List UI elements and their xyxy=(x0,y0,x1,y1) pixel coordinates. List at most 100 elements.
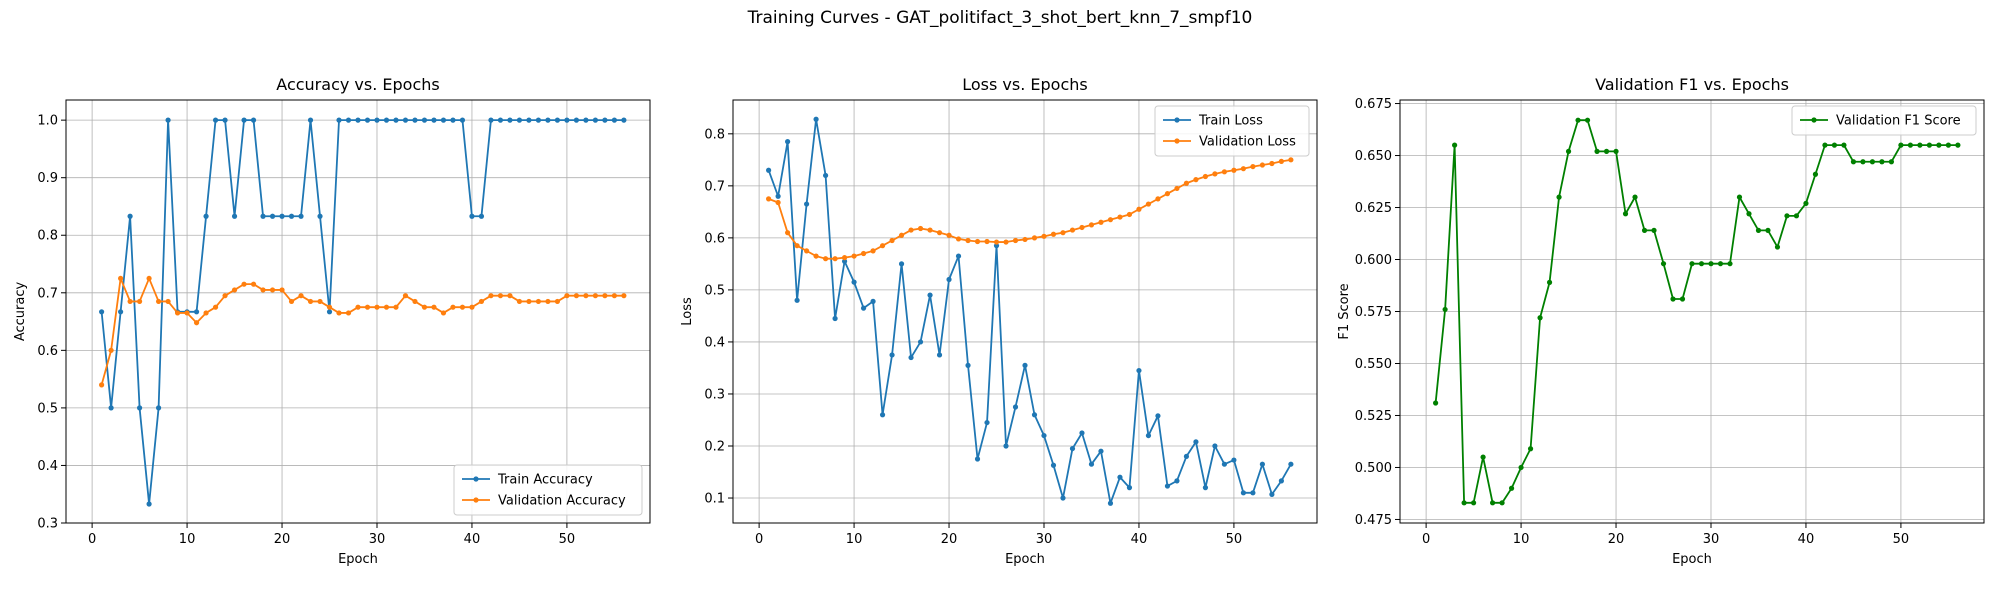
data-point xyxy=(421,304,428,310)
data-point xyxy=(1584,117,1591,123)
data-point xyxy=(984,238,990,245)
y-tick-label: 0.625 xyxy=(1355,201,1392,216)
data-point xyxy=(412,117,418,123)
data-point xyxy=(917,339,924,345)
data-point xyxy=(592,117,598,123)
data-point xyxy=(203,213,209,219)
x-tick-label: 20 xyxy=(1608,532,1625,547)
data-point xyxy=(450,304,456,310)
data-point xyxy=(936,230,943,236)
axes-frame xyxy=(732,99,1318,524)
data-point xyxy=(1069,227,1076,233)
data-point xyxy=(288,298,295,305)
data-point xyxy=(326,309,333,315)
data-point xyxy=(545,298,551,305)
data-point xyxy=(1812,171,1819,177)
data-point xyxy=(545,117,551,123)
data-point xyxy=(1660,261,1667,267)
chart-title: Loss vs. Epochs xyxy=(962,75,1087,94)
x-tick-label: 30 xyxy=(369,532,386,547)
data-point xyxy=(345,310,352,316)
y-axis-label: F1 Score xyxy=(1337,283,1352,339)
data-point xyxy=(1117,474,1123,480)
data-point xyxy=(1060,230,1066,236)
data-point xyxy=(879,243,886,249)
data-point xyxy=(803,201,810,207)
legend: Train Accuracy Validation Accuracy xyxy=(453,464,643,516)
data-point xyxy=(1698,261,1705,267)
data-point xyxy=(1746,211,1752,217)
data-point xyxy=(1012,237,1019,244)
data-point xyxy=(602,293,608,299)
data-point xyxy=(1155,196,1161,202)
chart-title: Accuracy vs. Epochs xyxy=(276,75,439,94)
y-axis-label: Accuracy xyxy=(13,282,28,342)
data-point xyxy=(621,117,627,123)
data-point xyxy=(516,298,523,305)
data-point xyxy=(269,287,276,293)
data-point xyxy=(118,275,124,282)
data-point xyxy=(1537,315,1543,321)
data-point xyxy=(1803,200,1809,206)
data-point xyxy=(1022,236,1028,243)
data-point xyxy=(1107,217,1114,223)
data-point xyxy=(431,117,437,123)
data-point xyxy=(822,256,829,262)
data-point xyxy=(1613,148,1619,154)
data-point xyxy=(260,213,266,219)
data-point xyxy=(269,213,276,219)
data-point xyxy=(317,298,323,305)
data-point xyxy=(1917,142,1923,148)
series-line xyxy=(100,277,624,386)
data-point xyxy=(1240,166,1247,172)
x-tick-label: 50 xyxy=(1893,532,1910,547)
data-point xyxy=(1041,233,1047,239)
data-point xyxy=(1869,159,1876,165)
data-point xyxy=(1164,483,1171,489)
data-point xyxy=(1269,160,1275,167)
chart-title: Validation F1 vs. Epochs xyxy=(1595,75,1789,94)
data-point xyxy=(488,117,494,123)
data-point xyxy=(1860,159,1866,165)
legend-label: Validation F1 Score xyxy=(1836,114,1961,129)
x-tick-label: 30 xyxy=(1036,532,1053,547)
data-point xyxy=(592,293,598,299)
data-point xyxy=(1945,142,1951,148)
data-point xyxy=(374,304,380,310)
data-point xyxy=(908,354,914,361)
data-point xyxy=(908,227,914,233)
data-point xyxy=(1793,213,1800,219)
data-point xyxy=(1850,159,1857,165)
data-point xyxy=(165,298,171,305)
x-tick-label: 10 xyxy=(1513,532,1530,547)
data-point xyxy=(564,293,570,299)
data-point xyxy=(478,213,485,219)
data-point xyxy=(155,405,162,411)
legend: Validation F1 Score xyxy=(1791,105,1977,136)
data-point xyxy=(1212,171,1218,177)
y-axis-label: Loss xyxy=(680,297,695,326)
data-point xyxy=(1879,159,1885,165)
data-point xyxy=(1212,443,1218,449)
legend-marker xyxy=(473,497,479,503)
data-point xyxy=(1079,430,1085,436)
data-point xyxy=(583,117,589,123)
data-point xyxy=(1259,461,1265,467)
data-point xyxy=(1079,224,1085,231)
data-point xyxy=(222,117,228,123)
data-point xyxy=(488,293,494,299)
data-point xyxy=(174,310,181,316)
data-point xyxy=(99,382,105,388)
data-point xyxy=(212,304,219,310)
data-point xyxy=(851,279,857,285)
data-point xyxy=(108,347,114,353)
data-point xyxy=(611,293,617,299)
data-point xyxy=(231,213,238,219)
y-tick-label: 1.0 xyxy=(37,114,58,129)
data-point xyxy=(1926,142,1932,148)
y-tick-label: 0.5 xyxy=(704,283,725,298)
y-tick-label: 0.650 xyxy=(1355,149,1392,164)
data-point xyxy=(250,117,257,123)
data-point xyxy=(1518,464,1524,471)
y-tick-label: 0.550 xyxy=(1355,357,1392,372)
